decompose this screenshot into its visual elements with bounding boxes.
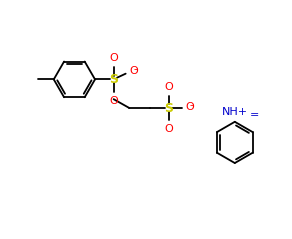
Text: O: O xyxy=(109,96,118,106)
Text: S: S xyxy=(109,73,118,86)
Text: O: O xyxy=(185,102,194,112)
Text: NH+: NH+ xyxy=(222,107,248,117)
Text: O: O xyxy=(164,124,173,134)
Text: -: - xyxy=(190,100,193,110)
Text: O: O xyxy=(129,66,138,76)
Text: S: S xyxy=(164,102,173,114)
Text: O: O xyxy=(164,82,173,92)
Text: -: - xyxy=(134,64,137,74)
Text: =: = xyxy=(250,110,259,120)
Text: O: O xyxy=(109,53,118,63)
